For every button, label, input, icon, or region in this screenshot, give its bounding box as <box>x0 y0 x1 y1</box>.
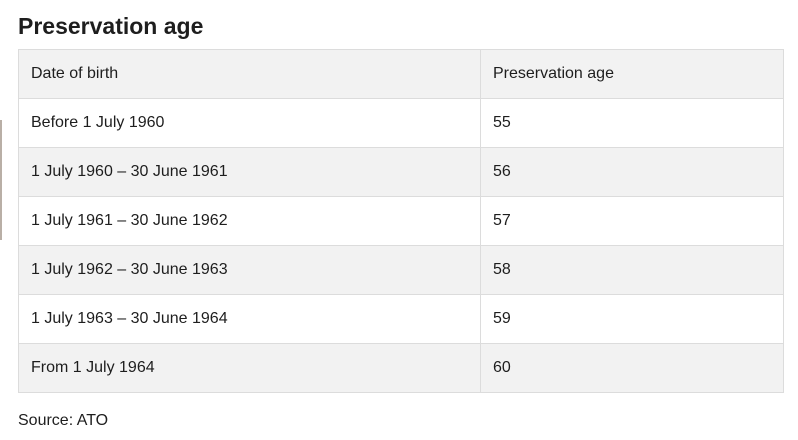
preservation-age-table: Date of birth Preservation age Before 1 … <box>18 49 784 393</box>
cell-date-of-birth: Before 1 July 1960 <box>18 98 481 148</box>
cell-date-of-birth: 1 July 1961 – 30 June 1962 <box>18 196 481 246</box>
cell-preservation-age: 57 <box>480 196 784 246</box>
cell-date-of-birth: From 1 July 1964 <box>18 343 481 393</box>
header-date-of-birth: Date of birth <box>18 49 481 99</box>
cell-preservation-age: 60 <box>480 343 784 393</box>
cell-preservation-age: 59 <box>480 294 784 344</box>
table-row: 1 July 1963 – 30 June 1964 59 <box>18 294 784 344</box>
cell-date-of-birth: 1 July 1963 – 30 June 1964 <box>18 294 481 344</box>
table-header-row: Date of birth Preservation age <box>18 49 784 99</box>
cell-preservation-age: 58 <box>480 245 784 295</box>
cell-date-of-birth: 1 July 1962 – 30 June 1963 <box>18 245 481 295</box>
table-row: 1 July 1960 – 30 June 1961 56 <box>18 147 784 197</box>
cell-preservation-age: 55 <box>480 98 784 148</box>
table-row: 1 July 1961 – 30 June 1962 57 <box>18 196 784 246</box>
cell-preservation-age: 56 <box>480 147 784 197</box>
table-row: Before 1 July 1960 55 <box>18 98 784 148</box>
section-title: Preservation age <box>18 13 204 39</box>
table-row: 1 July 1962 – 30 June 1963 58 <box>18 245 784 295</box>
header-preservation-age: Preservation age <box>480 49 784 99</box>
cell-date-of-birth: 1 July 1960 – 30 June 1961 <box>18 147 481 197</box>
left-edge-strip <box>0 120 2 240</box>
source-note: Source: ATO <box>18 412 109 429</box>
table-row: From 1 July 1964 60 <box>18 343 784 393</box>
